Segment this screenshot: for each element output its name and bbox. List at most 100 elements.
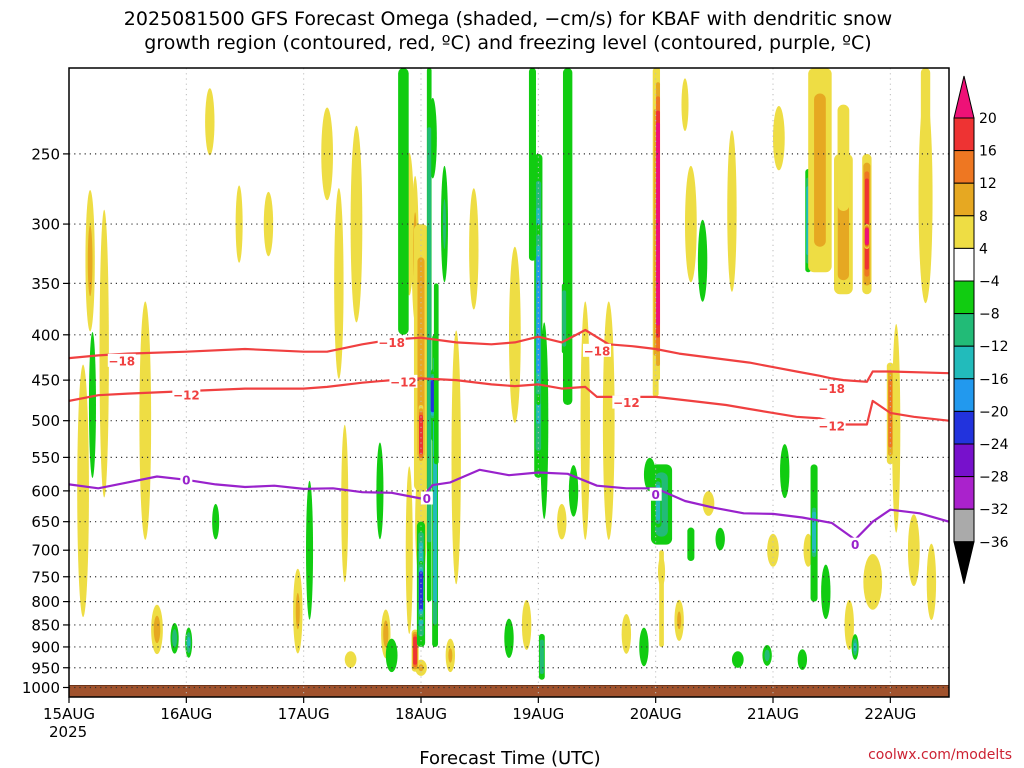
omega-feature xyxy=(448,648,453,663)
omega-feature xyxy=(508,246,521,423)
omega-strip xyxy=(427,127,432,543)
contour-label: 0 xyxy=(651,488,659,502)
omega-feature xyxy=(344,651,357,668)
x-axis-title: Forecast Time (UTC) xyxy=(419,748,600,768)
omega-feature xyxy=(418,664,424,672)
omega-feature xyxy=(205,88,215,156)
colorbar: 20 16 12 8 4 −4 −8 −12 −16 −20 −24 −28 −32 −36 xyxy=(953,75,1009,584)
colorbar-label: −8 xyxy=(979,307,1000,323)
colorbar-label: −32 xyxy=(979,502,1009,518)
omega-strip xyxy=(659,550,664,647)
omega-feature xyxy=(557,503,567,540)
colorbar-label: −36 xyxy=(979,535,1009,551)
omega-feature xyxy=(172,629,178,648)
colorbar-label: −20 xyxy=(979,404,1009,420)
omega-feature xyxy=(892,323,901,533)
contour-label-bg xyxy=(180,472,193,486)
contour-label-bg xyxy=(649,487,662,501)
y-tick-label: 850 xyxy=(31,616,60,634)
omega-feature xyxy=(580,301,590,540)
x-tick-label: 20AUG xyxy=(630,705,682,723)
x-tick-label: 21AUG xyxy=(747,705,799,723)
contour-label-bg xyxy=(817,381,846,395)
omega-feature xyxy=(863,553,883,610)
contour-label-bg xyxy=(583,343,611,357)
omega-strip xyxy=(539,639,544,674)
omega-strip xyxy=(413,636,418,665)
grid-lines xyxy=(69,68,949,697)
x-tick-label: 16AUG xyxy=(160,705,212,723)
omega-feature xyxy=(926,543,937,620)
omega-strip xyxy=(562,290,567,347)
omega-feature xyxy=(797,649,808,670)
colorbar-top-arrow xyxy=(953,75,975,119)
omega-strip xyxy=(419,414,423,455)
colorbar-segment xyxy=(953,410,975,445)
colorbar-label: 4 xyxy=(979,241,988,257)
omega-feature xyxy=(731,651,744,668)
omega-feature xyxy=(767,533,779,567)
contour-label: −12 xyxy=(818,420,845,434)
omega-strip xyxy=(812,511,817,553)
omega-feature xyxy=(341,424,349,583)
y-tick-label: 750 xyxy=(31,568,60,586)
colorbar-label: −12 xyxy=(979,339,1009,355)
contour-label-bg xyxy=(849,537,862,551)
omega-feature xyxy=(383,620,389,648)
omega-feature xyxy=(621,613,632,654)
omega-feature xyxy=(99,209,109,498)
x-tick-label: 15AUG xyxy=(43,705,95,723)
omega-strip xyxy=(433,283,439,465)
omega-feature xyxy=(504,618,514,658)
colorbar-label: −4 xyxy=(979,274,1000,290)
omega-feature xyxy=(88,331,96,479)
omega-feature xyxy=(702,491,715,516)
colorbar-label: −24 xyxy=(979,437,1009,453)
y-axis: 250 300 350 400 450 500 550 600 650 700 750 800 850 9… xyxy=(22,145,69,697)
contour-label-bg xyxy=(612,395,641,409)
omega-feature xyxy=(153,615,161,644)
omega-feature xyxy=(87,225,93,297)
colorbar-label: 12 xyxy=(979,176,997,192)
chart-title: 2025081500 GFS Forecast Omega (shaded, −… xyxy=(124,8,892,54)
x-year-label: 2025 xyxy=(49,723,87,741)
omega-strip xyxy=(562,68,573,405)
colorbar-segment xyxy=(953,150,975,184)
title-line-2: growth region (contoured, red, ºC) and f… xyxy=(144,32,871,54)
contour-label-bg xyxy=(420,491,433,505)
ground-fill xyxy=(69,685,949,697)
omega-feature xyxy=(639,627,649,667)
omega-strip xyxy=(837,104,850,212)
plot-frame xyxy=(68,67,950,698)
omega-feature xyxy=(469,188,479,310)
freezing-level-contour xyxy=(69,468,949,541)
omega-feature xyxy=(602,301,615,540)
colorbar-segment xyxy=(953,280,975,315)
omega-feature xyxy=(821,564,831,620)
y-tick-label: 700 xyxy=(31,542,60,560)
x-tick-label: 17AUG xyxy=(278,705,330,723)
colorbar-label: 16 xyxy=(979,144,997,160)
x-tick-label: 22AUG xyxy=(864,705,916,723)
omega-feature xyxy=(697,219,708,302)
omega-strip xyxy=(814,93,826,247)
omega-feature xyxy=(263,191,274,257)
title-line-1: 2025081500 GFS Forecast Omega (shaded, −… xyxy=(124,8,892,30)
y-tick-label: 950 xyxy=(31,659,60,677)
y-tick-label: 250 xyxy=(31,145,60,163)
contour-label-bg xyxy=(817,419,846,433)
omega-feature xyxy=(451,330,461,585)
colorbar-label: −16 xyxy=(979,372,1009,388)
omega-feature xyxy=(780,444,790,499)
y-tick-label: 900 xyxy=(31,638,60,656)
omega-strip xyxy=(656,122,661,326)
credit-label: coolwx.com/modelts xyxy=(868,747,1012,763)
omega-strip xyxy=(528,68,536,261)
colorbar-bottom-arrow xyxy=(953,541,975,584)
y-tick-label: 400 xyxy=(31,326,60,344)
omega-strip xyxy=(419,571,423,611)
ground-layer xyxy=(69,684,949,697)
contour-label: −18 xyxy=(378,336,405,350)
omega-feature xyxy=(139,301,152,540)
